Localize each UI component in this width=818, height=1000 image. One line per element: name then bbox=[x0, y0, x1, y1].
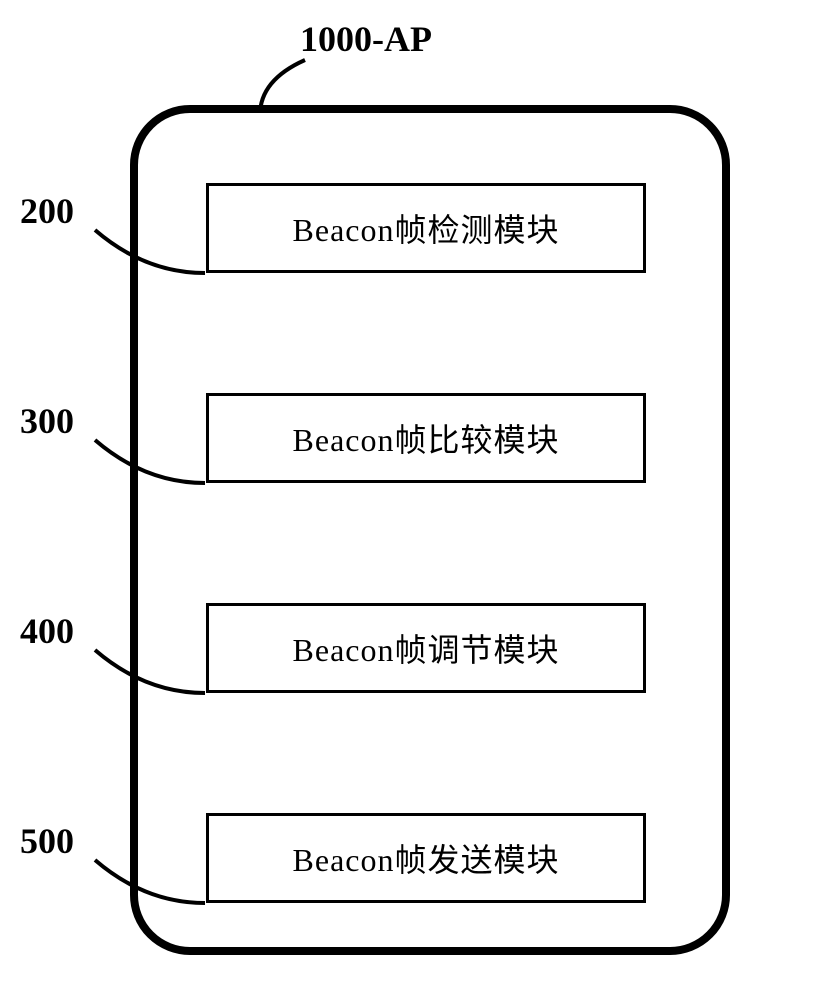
ref-leader-500 bbox=[90, 855, 210, 910]
module-ref-300: 300 bbox=[20, 400, 74, 442]
module-label: Beacon帧检测模块 bbox=[293, 205, 560, 251]
module-ref-500: 500 bbox=[20, 820, 74, 862]
beacon-frame-comparison-module: Beacon帧比较模块 bbox=[206, 393, 646, 483]
module-ref-200: 200 bbox=[20, 190, 74, 232]
ref-leader-400 bbox=[90, 645, 210, 700]
module-ref-400: 400 bbox=[20, 610, 74, 652]
device-container: Beacon帧检测模块 Beacon帧比较模块 Beacon帧调节模块 Beac… bbox=[130, 105, 730, 955]
device-title-label: 1000-AP bbox=[300, 18, 432, 60]
ref-leader-300 bbox=[90, 435, 210, 490]
module-label: Beacon帧调节模块 bbox=[293, 625, 560, 671]
module-label: Beacon帧发送模块 bbox=[293, 835, 560, 881]
ref-leader-200 bbox=[90, 225, 210, 280]
beacon-frame-detection-module: Beacon帧检测模块 bbox=[206, 183, 646, 273]
module-label: Beacon帧比较模块 bbox=[293, 415, 560, 461]
beacon-frame-sending-module: Beacon帧发送模块 bbox=[206, 813, 646, 903]
beacon-frame-adjustment-module: Beacon帧调节模块 bbox=[206, 603, 646, 693]
